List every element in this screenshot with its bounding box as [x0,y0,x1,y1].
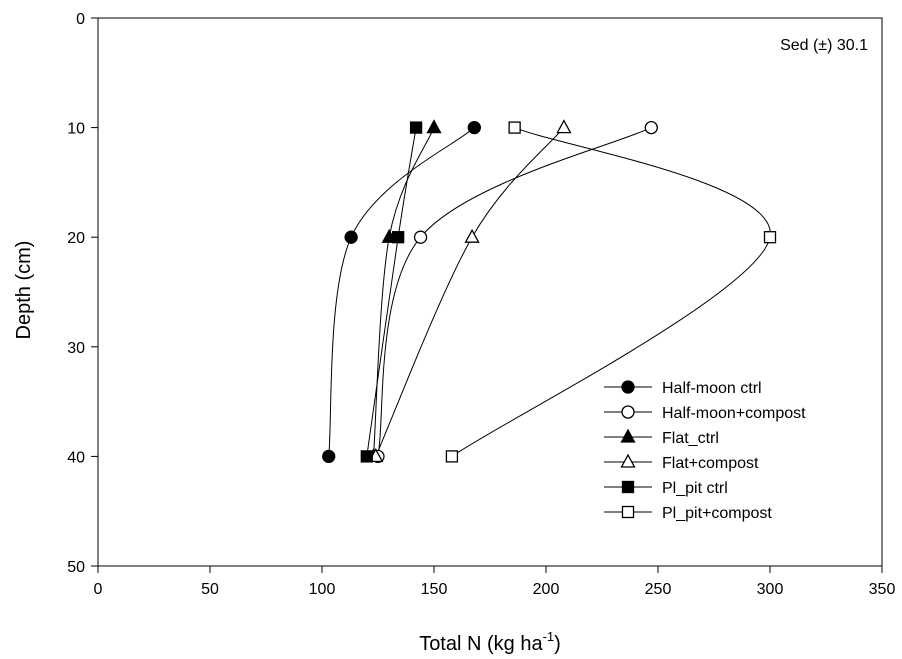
y-axis-label: Depth (cm) [13,241,35,340]
x-axis-label-superscript: -1 [543,629,555,644]
point-pl-pit-compost [508,121,521,134]
point-flat-compost [556,119,572,134]
axis-ticks: 0 50 100 150 200 250 300 350 0 10 20 30 40 50 [67,11,895,598]
y-tick-label: 30 [67,340,85,357]
legend: Half-moon ctrl Half-moon+compost Flat_ctrl… [604,380,806,522]
series-markers [322,119,777,464]
legend-label-flat-ctrl: Flat_ctrl [662,430,719,447]
x-tick-label: 250 [645,581,672,598]
legend-marker-flat-ctrl [620,428,636,443]
legend-label-flat-compost: Flat+compost [662,455,759,472]
point-half-moon-ctrl [322,449,336,464]
plot-area [97,17,883,567]
plot-frame [97,17,883,567]
x-tick-label: 100 [309,581,336,598]
legend-label-pl-pit-ctrl: Pl_pit ctrl [662,480,728,497]
x-tick-label: 300 [757,581,784,598]
x-tick-label: 350 [869,581,896,598]
legend-label-half-moon-compost: Half-moon+compost [662,405,806,422]
legend-marker-pl-pit-compost [621,505,635,519]
point-flat-ctrl [426,119,442,134]
point-half-moon-ctrl [467,120,481,135]
sed-annotation: Sed (±) 30.1 [780,37,868,54]
point-pl-pit-ctrl [360,450,373,463]
y-tick-label: 50 [67,559,85,576]
x-tick-label: 50 [201,581,219,598]
x-axis-label: Total N (kg ha-1) [419,629,561,655]
point-flat-compost [464,228,480,243]
legend-marker-pl-pit-ctrl [621,480,635,494]
series-line-pl-pit-ctrl [366,127,417,457]
legend-marker-half-moon-compost [621,405,635,419]
legend-label-half-moon-ctrl: Half-moon ctrl [662,380,762,397]
y-tick-label: 40 [67,449,85,466]
point-pl-pit-ctrl [392,231,405,244]
series-line-flat-ctrl [373,127,435,457]
x-tick-label: 0 [94,581,103,598]
point-half-moon-ctrl [344,230,358,244]
point-pl-pit-compost [445,450,459,463]
x-axis-label-end: ) [554,633,561,655]
x-tick-label: 200 [533,581,560,598]
y-tick-label: 0 [76,11,85,28]
legend-label-pl-pit-compost: Pl_pit+compost [662,505,772,522]
x-tick-label: 150 [421,581,448,598]
y-tick-label: 10 [67,121,85,138]
point-half-moon-compost [644,120,658,135]
legend-marker-flat-compost [620,453,636,468]
x-axis-label-main: Total N (kg ha [419,633,543,655]
y-tick-label: 20 [67,230,85,247]
point-pl-pit-compost [763,231,777,244]
legend-marker-half-moon-ctrl [621,380,635,394]
point-half-moon-compost [413,230,428,244]
point-pl-pit-ctrl [409,121,423,134]
